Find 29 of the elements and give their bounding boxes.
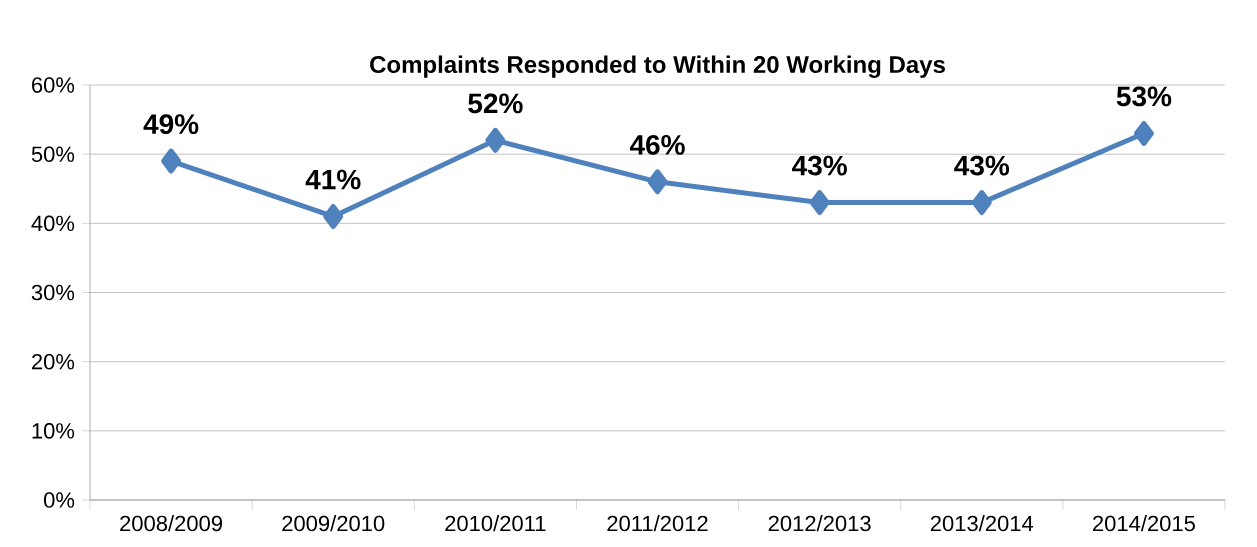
point bbox=[1133, 120, 1154, 146]
y-tick-label: 30% bbox=[31, 284, 75, 301]
point bbox=[485, 127, 506, 153]
data-label: 41% bbox=[305, 169, 361, 190]
point bbox=[161, 148, 182, 174]
x-tick-label: 2009/2010 bbox=[282, 515, 385, 532]
y-tick-label: 50% bbox=[31, 146, 75, 162]
x-tick-label: 2008/2009 bbox=[120, 515, 223, 532]
data-label: 43% bbox=[954, 155, 1010, 176]
x-tick-label: 2011/2012 bbox=[607, 515, 708, 532]
y-tick-label: 40% bbox=[31, 215, 75, 232]
data-label: 49% bbox=[143, 114, 199, 135]
x-tick-label: 2012/2013 bbox=[768, 515, 871, 532]
x-tick-label: 2010/2011 bbox=[445, 515, 546, 532]
data-label: 53% bbox=[1116, 86, 1172, 107]
point bbox=[323, 203, 344, 229]
y-tick-label: 0% bbox=[43, 492, 75, 508]
data-label: 46% bbox=[629, 134, 685, 155]
chart-title: Complaints Responded to Within 20 Working Days bbox=[370, 55, 945, 78]
x-tick-label: 2014/2015 bbox=[1093, 515, 1195, 532]
x-tick-label: 2013/2014 bbox=[930, 515, 1034, 532]
point bbox=[647, 169, 668, 195]
data-label: 52% bbox=[468, 93, 523, 114]
point bbox=[809, 190, 830, 216]
data-label: 43% bbox=[792, 155, 847, 176]
y-tick-label: 10% bbox=[32, 423, 75, 439]
y-tick-label: 60% bbox=[32, 77, 75, 93]
y-tick-label: 20% bbox=[32, 353, 75, 370]
point bbox=[971, 190, 992, 216]
